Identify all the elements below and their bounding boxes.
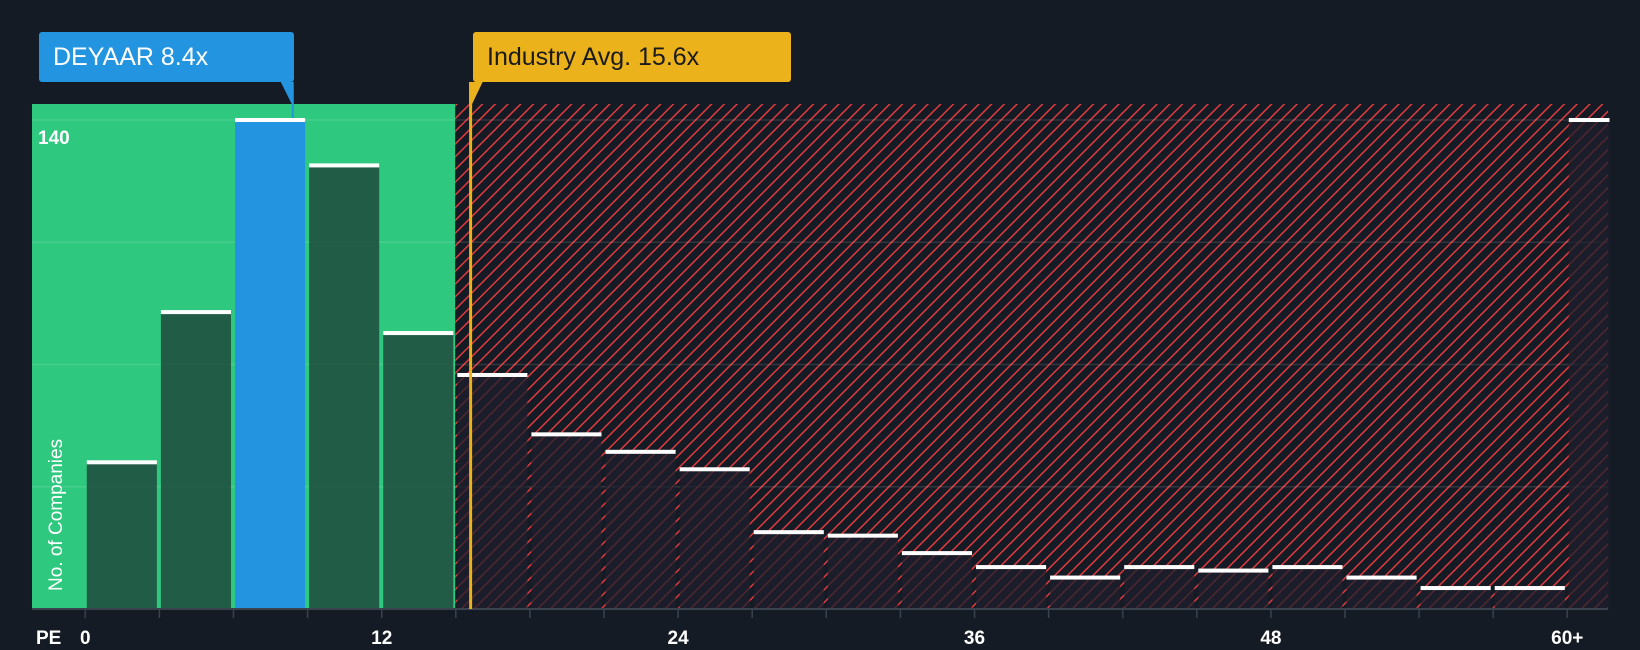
bar-cap <box>309 163 380 168</box>
bar-cap <box>1568 118 1610 122</box>
bar-cap <box>1420 586 1491 591</box>
y-axis-label: No. of Companies <box>46 439 67 591</box>
bar-39-42 <box>1050 577 1121 609</box>
bar-51-54 <box>1346 577 1417 609</box>
bar-24-27 <box>679 469 750 609</box>
bar-12-15 <box>383 333 454 609</box>
bar-cap <box>976 565 1047 570</box>
x-tick-label: 12 <box>371 628 392 649</box>
x-tick-label: 0 <box>80 628 91 649</box>
industry-callout-pointer <box>469 82 483 104</box>
bar-6-9 <box>235 120 306 609</box>
industry-avg-callout: Industry Avg. 15.6x <box>473 32 791 82</box>
bar-45-48 <box>1198 570 1269 609</box>
y-tick-label: 140 <box>38 128 70 149</box>
bar-cap <box>901 551 972 556</box>
bar-54-57 <box>1420 588 1491 609</box>
bar-60+ <box>1568 120 1610 609</box>
bar-cap <box>531 432 602 437</box>
bar-48-51 <box>1272 567 1343 609</box>
bar-21-24 <box>605 451 676 609</box>
bar-0-3 <box>86 462 157 609</box>
bar-cap <box>1198 568 1269 573</box>
bar-cap <box>160 310 231 315</box>
subject-callout-pointer <box>280 82 294 118</box>
subject-callout: DEYAAR 8.4x <box>39 32 294 82</box>
bar-27-30 <box>753 532 824 609</box>
bar-15-18 <box>457 374 528 609</box>
bar-cap <box>457 372 528 377</box>
bar-cap <box>827 533 898 538</box>
x-tick-label: 24 <box>668 628 690 649</box>
bar-cap <box>1050 575 1121 580</box>
bar-cap <box>383 331 454 336</box>
x-tick-label: 36 <box>964 628 985 649</box>
bar-42-45 <box>1124 567 1195 609</box>
bar-cap <box>605 449 676 454</box>
bar-cap <box>86 460 157 465</box>
bar-18-21 <box>531 434 602 609</box>
x-tick-label: 60+ <box>1551 628 1583 649</box>
bar-57-60 <box>1494 588 1565 609</box>
bar-cap <box>1272 565 1343 570</box>
bar-30-33 <box>827 535 898 609</box>
bar-9-12 <box>309 165 380 609</box>
bar-36-39 <box>976 567 1047 609</box>
bar-cap <box>1494 586 1565 591</box>
x-tick-label: 48 <box>1260 628 1281 649</box>
bar-cap <box>1346 575 1417 580</box>
bar-3-6 <box>160 312 231 609</box>
bar-cap <box>1124 565 1195 570</box>
x-axis-label: PE <box>36 628 61 649</box>
bar-cap <box>235 118 306 122</box>
bar-33-36 <box>901 553 972 609</box>
bar-cap <box>753 530 824 535</box>
bar-cap <box>679 467 750 472</box>
